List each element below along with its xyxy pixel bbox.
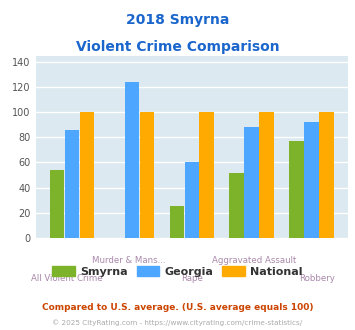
Text: Robbery: Robbery [299, 274, 335, 283]
Bar [229, 173, 244, 238]
Bar [50, 170, 64, 238]
Bar [140, 113, 154, 238]
Legend: Smyrna, Georgia, National: Smyrna, Georgia, National [48, 262, 307, 281]
Text: Compared to U.S. average. (U.S. average equals 100): Compared to U.S. average. (U.S. average … [42, 303, 313, 313]
Text: Violent Crime Comparison: Violent Crime Comparison [76, 40, 279, 53]
Bar [304, 122, 319, 238]
Bar [245, 127, 259, 238]
Bar [289, 141, 304, 238]
Text: All Violent Crime: All Violent Crime [31, 274, 103, 283]
Bar [260, 113, 274, 238]
Bar [319, 113, 334, 238]
Bar [80, 113, 94, 238]
Text: Rape: Rape [181, 274, 203, 283]
Bar [125, 82, 139, 238]
Text: © 2025 CityRating.com - https://www.cityrating.com/crime-statistics/: © 2025 CityRating.com - https://www.city… [53, 319, 302, 326]
Text: Aggravated Assault: Aggravated Assault [212, 256, 296, 265]
Text: Murder & Mans...: Murder & Mans... [92, 256, 166, 265]
Text: 2018 Smyrna: 2018 Smyrna [126, 13, 229, 27]
Bar [200, 113, 214, 238]
Bar [65, 130, 79, 238]
Bar [170, 206, 184, 238]
Bar [185, 162, 199, 238]
